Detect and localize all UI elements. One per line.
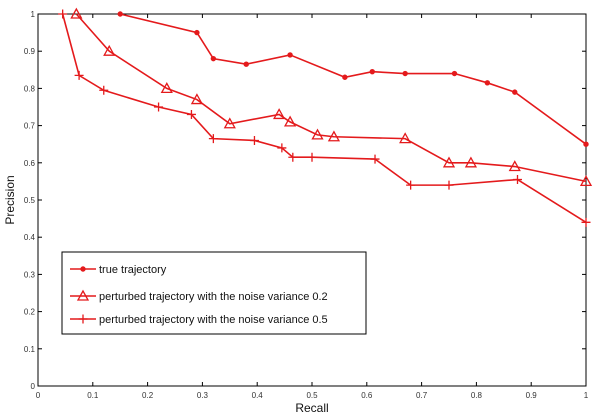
legend-label: perturbed trajectory with the noise vari… xyxy=(99,291,328,303)
x-tick-label: 0.7 xyxy=(416,391,428,400)
data-point-triangle xyxy=(273,108,286,120)
y-tick-label: 1 xyxy=(31,10,36,19)
data-point-plus xyxy=(307,152,317,162)
data-point-dot xyxy=(369,68,375,75)
series-line xyxy=(120,13,587,145)
data-point-triangle xyxy=(76,289,90,301)
data-point-plus xyxy=(288,152,298,162)
series-3 xyxy=(58,9,591,227)
legend-item: perturbed trajectory with the noise vari… xyxy=(70,314,328,326)
data-point-plus xyxy=(406,180,416,190)
series-line xyxy=(75,13,587,183)
data-point-plus xyxy=(58,9,68,19)
x-tick-label: 0.5 xyxy=(306,391,318,400)
legend-box xyxy=(61,251,367,335)
y-tick-label: 0.3 xyxy=(24,270,36,279)
data-point-triangle xyxy=(579,175,593,187)
y-tick-label: 0.8 xyxy=(24,84,36,93)
data-point-plus xyxy=(208,134,218,144)
data-point-dot xyxy=(583,141,589,147)
x-tick-label: 0.3 xyxy=(197,391,209,400)
data-point-plus xyxy=(186,109,196,119)
data-point-triangle xyxy=(70,7,83,19)
data-point-triangle xyxy=(327,130,341,142)
legend-item: true trajectory xyxy=(70,264,167,276)
data-point-triangle xyxy=(399,132,412,144)
x-tick-label: 0.9 xyxy=(526,391,538,400)
data-point-dot xyxy=(243,61,249,67)
data-point-dot xyxy=(210,55,217,62)
y-tick-label: 0.9 xyxy=(24,47,36,56)
y-tick-label: 0.2 xyxy=(24,308,36,317)
data-point-dot xyxy=(342,74,348,80)
data-point-triangle xyxy=(283,115,297,127)
data-point-triangle xyxy=(508,160,521,172)
data-point-plus xyxy=(154,102,164,112)
data-point-plus xyxy=(513,175,522,185)
y-tick-label: 0.7 xyxy=(24,122,36,131)
y-axis-label: Precision xyxy=(3,175,17,224)
data-point-plus xyxy=(99,85,109,95)
y-tick-label: 0 xyxy=(31,382,36,391)
legend-label: true trajectory xyxy=(99,264,167,276)
legend-label: perturbed trajectory with the noise vari… xyxy=(99,314,328,326)
data-point-plus xyxy=(249,135,259,145)
data-point-triangle xyxy=(311,128,324,140)
x-tick-label: 0.4 xyxy=(252,391,264,400)
data-point-triangle xyxy=(190,93,204,105)
x-tick-label: 0.8 xyxy=(471,391,483,400)
data-point-triangle xyxy=(103,44,116,56)
x-axis-label: Recall xyxy=(295,401,328,415)
series-1 xyxy=(117,11,589,147)
legend: true trajectory perturbed trajectory with… xyxy=(61,251,367,335)
y-tick-label: 0.1 xyxy=(24,345,36,354)
data-point-dot xyxy=(512,89,518,95)
x-tick-label: 1 xyxy=(584,391,589,400)
data-point-plus xyxy=(444,180,454,190)
y-tick-label: 0.5 xyxy=(24,196,36,205)
x-tick-label: 0.2 xyxy=(142,391,154,400)
series-layer xyxy=(58,7,593,227)
data-point-plus xyxy=(78,314,88,324)
data-point-plus xyxy=(74,70,84,80)
data-point-plus xyxy=(370,154,380,164)
x-tick-label: 0.1 xyxy=(87,391,99,400)
data-point-triangle xyxy=(223,117,236,129)
y-tick-label: 0.4 xyxy=(24,233,36,242)
axis-ticks: 0 0.1 0.2 0.3 0.4 0.5 0.6 0.7 0.8 0.9 1 0 0.1 0.2 0.3 0… xyxy=(24,10,589,400)
data-point-dot xyxy=(451,70,458,77)
data-point-dot xyxy=(80,266,86,272)
data-point-dot xyxy=(484,80,491,86)
series-2 xyxy=(70,7,593,187)
y-tick-label: 0.6 xyxy=(24,159,36,168)
data-point-triangle xyxy=(442,156,456,168)
data-point-dot xyxy=(402,70,408,77)
data-point-triangle xyxy=(160,82,173,94)
data-point-dot xyxy=(117,11,123,17)
data-point-triangle xyxy=(464,156,478,168)
data-point-plus xyxy=(581,217,591,227)
legend-item: perturbed trajectory with the noise vari… xyxy=(70,289,328,303)
x-tick-label: 0 xyxy=(36,391,41,400)
data-point-plus xyxy=(277,143,287,153)
x-tick-label: 0.6 xyxy=(361,391,373,400)
data-point-dot xyxy=(194,29,200,36)
data-point-dot xyxy=(287,52,293,58)
